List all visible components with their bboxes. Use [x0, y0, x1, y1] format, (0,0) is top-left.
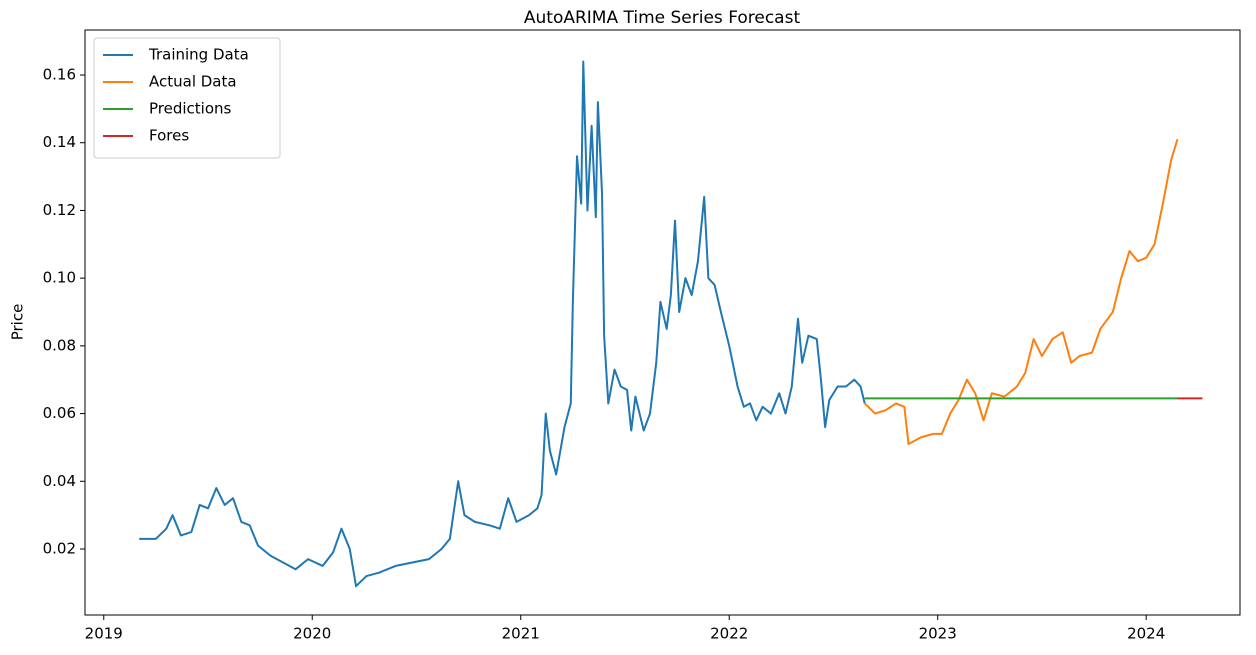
y-axis-label: Price: [9, 304, 27, 341]
legend-label: Predictions: [149, 100, 232, 118]
legend-label: Fores: [149, 127, 189, 145]
legend-box: [93, 37, 281, 159]
y-tick-label: 0.14: [43, 133, 76, 151]
legend-label: Training Data: [148, 46, 249, 64]
x-tick-label: 2024: [1127, 625, 1165, 643]
axes-frame: [84, 29, 1241, 616]
x-tick-label: 2022: [710, 625, 748, 643]
y-tick-label: 0.04: [43, 472, 76, 490]
y-tick-label: 0.06: [43, 404, 76, 422]
y-tick-label: 0.10: [43, 269, 76, 287]
y-tick-label: 0.02: [43, 539, 76, 557]
x-tick-label: 2023: [919, 625, 957, 643]
series-line: [864, 139, 1179, 446]
y-tick-label: 0.08: [43, 336, 76, 354]
x-tick-label: 2021: [502, 625, 540, 643]
y-tick-label: 0.12: [43, 201, 76, 219]
y-tick-label: 0.16: [43, 66, 76, 84]
x-tick-label: 2020: [293, 625, 331, 643]
x-tick-label: 2019: [85, 625, 123, 643]
legend-label: Actual Data: [149, 73, 237, 91]
series-line: [139, 60, 866, 588]
chart-title: AutoARIMA Time Series Forecast: [524, 8, 801, 28]
x-axis-label: Date: [630, 653, 666, 655]
